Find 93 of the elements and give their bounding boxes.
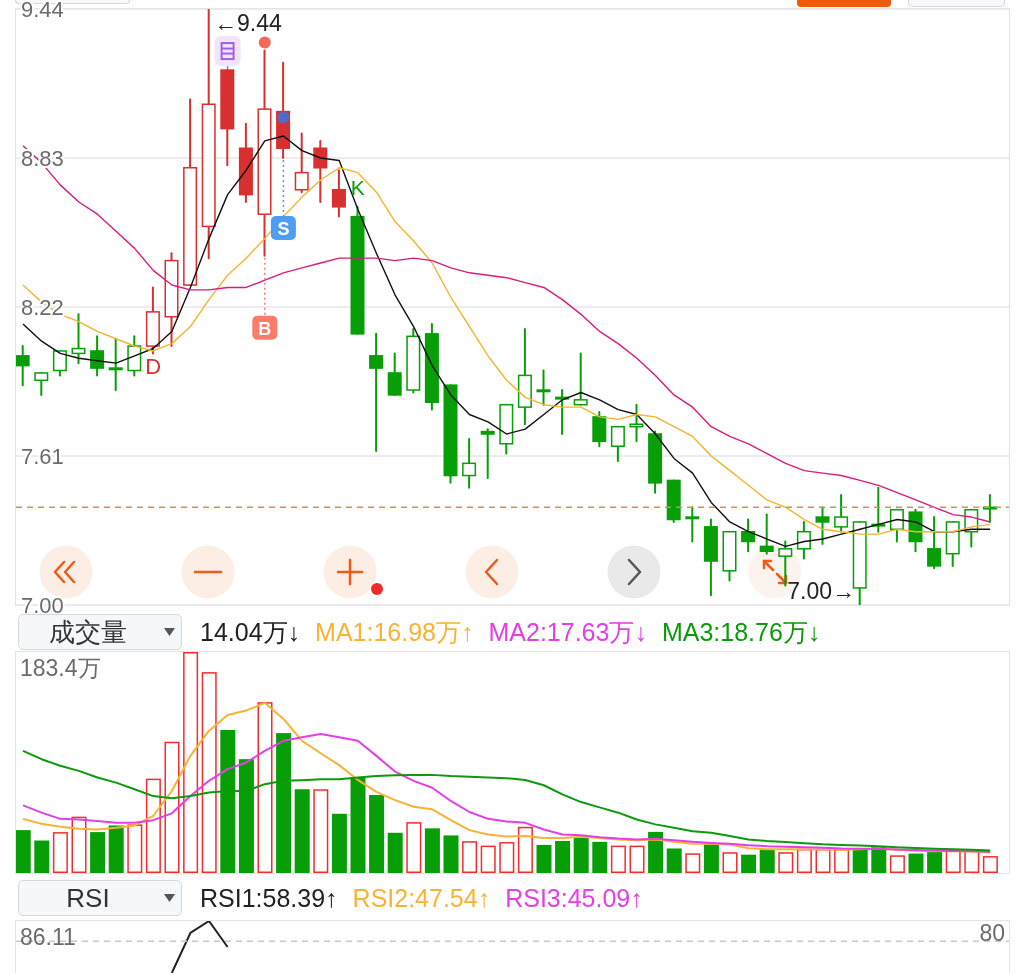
bar — [778, 852, 794, 873]
bar — [555, 840, 571, 873]
bar — [424, 828, 440, 873]
y-tick-label: 7.00 — [21, 592, 64, 618]
chart-title: 成交量 — [49, 617, 127, 647]
bar — [796, 848, 812, 873]
bar — [313, 789, 329, 873]
candlestick — [796, 520, 811, 560]
bar — [294, 789, 310, 873]
candlestick — [629, 403, 644, 443]
bar — [592, 841, 608, 873]
annotation: 183.4万 — [20, 655, 101, 681]
bar — [889, 855, 905, 873]
candlestick — [331, 169, 346, 218]
bar — [52, 832, 68, 873]
candlestick — [815, 506, 830, 545]
candlestick — [685, 506, 700, 543]
bar — [462, 841, 478, 873]
bar — [852, 848, 868, 873]
candlestick — [573, 352, 588, 406]
bar — [201, 672, 217, 873]
bar — [982, 856, 998, 873]
candlestick — [834, 494, 849, 533]
candlestick — [889, 508, 904, 543]
bar — [648, 831, 664, 873]
annotation: 7.00→ — [787, 578, 855, 604]
y-tick-label: 9.44 — [21, 0, 64, 22]
bar — [610, 845, 626, 873]
legend-label: RSI2:47.54↑ — [352, 883, 491, 913]
annotation: ←9.44 — [214, 10, 282, 36]
text: MA1:16.98万↑ — [315, 617, 474, 647]
candlestick — [34, 371, 49, 396]
bar — [759, 849, 775, 873]
annotation: 86.11 — [20, 924, 76, 950]
bar — [908, 853, 924, 873]
bar — [517, 826, 533, 873]
bar — [703, 844, 719, 873]
candlestick — [313, 139, 328, 203]
candlestick — [71, 313, 86, 365]
candlestick — [387, 352, 402, 396]
candlestick — [741, 518, 756, 553]
bar — [573, 837, 589, 873]
text: MA2:17.63万↓ — [488, 617, 647, 647]
bar — [16, 830, 31, 873]
bar — [108, 825, 124, 873]
bar — [443, 835, 459, 873]
legend-label: RSI3:45.09↑ — [505, 883, 643, 913]
bar — [127, 824, 143, 873]
bar — [480, 845, 496, 873]
annotation: K — [350, 176, 365, 200]
bar — [722, 852, 738, 873]
candlestick — [536, 369, 551, 406]
bar — [536, 844, 552, 873]
candlestick — [90, 335, 105, 377]
bar — [815, 848, 831, 873]
candlestick — [480, 428, 495, 479]
text: MA3:18.76万↓ — [661, 617, 821, 647]
bar — [834, 848, 850, 873]
bar — [90, 832, 106, 873]
bar — [369, 794, 385, 873]
bar — [164, 741, 180, 873]
y-tick-label: 7.61 — [21, 443, 64, 469]
bar — [387, 832, 403, 873]
candlestick — [52, 349, 67, 377]
candlestick — [759, 513, 774, 555]
bar — [666, 848, 682, 873]
bar — [927, 850, 943, 873]
annotation: B — [258, 318, 272, 339]
bar — [145, 778, 161, 873]
text: 14.04万↓ — [200, 617, 301, 647]
annotation: S — [277, 219, 290, 239]
annotation: 80 — [979, 920, 1005, 947]
bar — [71, 816, 87, 873]
candlestick — [16, 345, 30, 387]
bar — [34, 840, 50, 873]
bar — [685, 853, 701, 873]
candlestick — [369, 332, 384, 453]
candlestick — [462, 437, 477, 489]
bar — [406, 822, 422, 873]
bar — [183, 652, 199, 873]
bar — [741, 854, 757, 873]
annotation: D — [145, 353, 162, 379]
candlestick — [108, 337, 123, 392]
candlestick — [294, 132, 309, 194]
candlestick — [927, 516, 942, 570]
bar — [945, 850, 961, 873]
bar — [331, 813, 347, 873]
chart-title: RSI — [66, 883, 110, 913]
bar — [499, 842, 515, 873]
bar — [629, 845, 645, 873]
series-label: RSI1:58.39↑ — [200, 883, 338, 913]
bar — [257, 702, 273, 873]
candlestick — [610, 425, 625, 462]
